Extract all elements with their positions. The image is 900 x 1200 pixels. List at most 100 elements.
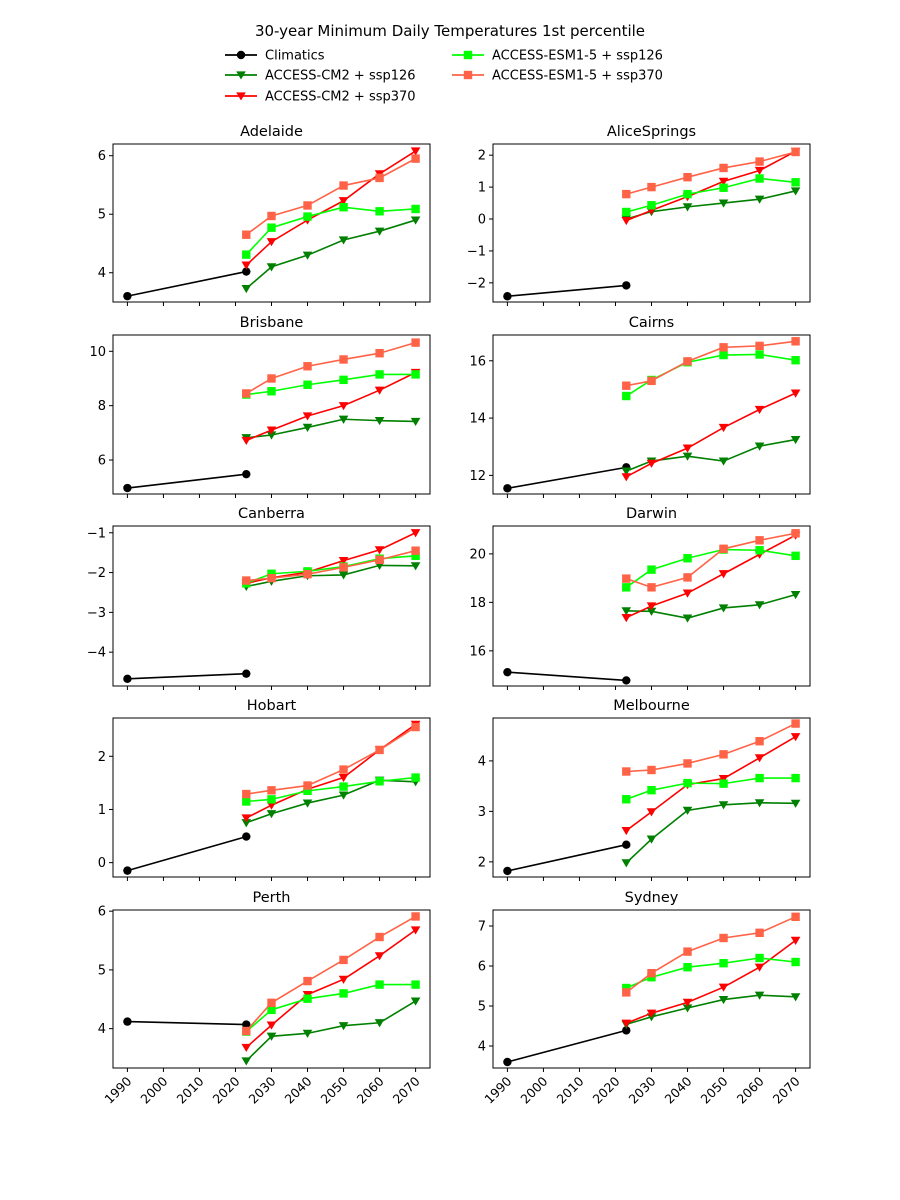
series-line-esm_126	[625, 353, 796, 397]
data-point-esm_126	[411, 370, 420, 379]
data-point-cm2_370	[646, 808, 657, 817]
data-point-esm_370	[339, 765, 348, 774]
panel-title: Sydney	[625, 890, 679, 906]
data-point-cm2_370	[621, 826, 632, 836]
data-point-esm_370	[791, 147, 800, 157]
panel-brisbane: Brisbane 6 8 10	[89, 315, 431, 498]
data-point-esm_370	[242, 389, 251, 398]
y-tick-label: 4	[98, 266, 106, 281]
y-tick-label: −1	[467, 244, 486, 259]
series-line-climatics	[127, 1020, 247, 1026]
data-point-cm2_126	[374, 1019, 385, 1028]
data-point-esm_126	[683, 189, 692, 199]
series-line-esm_370	[625, 916, 796, 994]
legend-label: ACCESS-CM2 + ssp126	[265, 69, 416, 84]
y-tick-label: −2	[87, 566, 106, 581]
data-point-esm_370	[411, 912, 420, 921]
series-line-esm_370	[246, 549, 416, 582]
data-point-esm_126	[622, 391, 631, 401]
plot-area	[503, 912, 801, 1067]
data-point-esm_370	[303, 569, 312, 579]
data-point-cm2_126	[718, 604, 729, 613]
legend-label: ACCESS-ESM1-5 + ssp370	[492, 69, 663, 84]
axes-frame	[112, 909, 431, 1069]
data-point-esm_126	[755, 953, 764, 963]
series-esm_370	[242, 546, 420, 585]
data-point-cm2_126	[682, 1004, 693, 1013]
series-climatics	[123, 832, 251, 875]
data-point-cm2_370	[621, 217, 632, 226]
series-line-cm2_126	[626, 994, 796, 1026]
legend-marker-square-icon	[463, 70, 473, 80]
data-point-esm_370	[375, 173, 384, 183]
data-point-esm_126	[303, 212, 312, 221]
y-tick-label: 10	[89, 345, 106, 360]
y-tick-label: 18	[469, 596, 486, 611]
data-point-cm2_370	[338, 557, 349, 566]
series-esm_126	[622, 773, 800, 804]
data-point-cm2_370	[646, 1009, 657, 1018]
data-point-esm_126	[411, 773, 420, 782]
data-point-cm2_126	[718, 457, 729, 466]
plot-area	[503, 529, 801, 685]
series-cm2_370	[621, 389, 801, 482]
data-point-esm_370	[622, 988, 631, 997]
y-tick-label: 2	[478, 855, 486, 870]
series-line-climatics	[507, 1029, 627, 1063]
y-tick-label: 3	[478, 805, 486, 820]
data-point-cm2_126	[338, 791, 349, 800]
data-point-cm2_370	[241, 1043, 252, 1053]
y-tick-label: 14	[469, 412, 486, 427]
plot-area	[123, 147, 421, 301]
data-point-cm2_126	[621, 859, 632, 868]
data-point-climatics	[622, 840, 631, 849]
data-point-cm2_370	[718, 570, 729, 579]
y-tick-label: 4	[478, 754, 486, 769]
y-tick-label: 16	[469, 354, 486, 369]
plot-area	[123, 720, 421, 875]
series-esm_370	[622, 337, 800, 390]
data-point-cm2_126	[790, 591, 801, 600]
data-point-esm_370	[622, 767, 631, 776]
data-point-esm_370	[339, 355, 348, 364]
axes-frame	[112, 334, 431, 495]
data-point-cm2_126	[718, 996, 729, 1005]
data-point-cm2_370	[241, 814, 252, 823]
data-point-esm_126	[791, 773, 800, 783]
panel-title: Brisbane	[240, 315, 304, 331]
data-point-cm2_370	[410, 147, 421, 156]
data-point-cm2_370	[682, 444, 693, 453]
data-point-esm_126	[303, 994, 312, 1003]
y-tick-label: −3	[87, 606, 106, 621]
figure-title: 30-year Minimum Daily Temperatures 1st p…	[255, 22, 645, 40]
panel-melbourne: Melbourne 2 3 4	[478, 698, 811, 881]
data-point-esm_370	[339, 563, 348, 572]
series-line-cm2_370	[625, 939, 797, 1024]
data-point-climatics	[503, 484, 512, 493]
data-point-esm_126	[683, 963, 692, 972]
series-esm_370	[622, 719, 800, 776]
data-point-esm_126	[622, 795, 631, 804]
data-point-cm2_126	[338, 236, 349, 245]
data-point-esm_370	[375, 555, 384, 565]
data-point-cm2_370	[338, 402, 349, 411]
y-tick-label: 0	[98, 856, 106, 871]
data-point-esm_370	[303, 976, 312, 986]
data-point-cm2_126	[754, 601, 765, 610]
data-point-cm2_126	[266, 810, 277, 819]
data-point-cm2_370	[410, 926, 421, 935]
series-cm2_126	[241, 415, 421, 443]
series-line-climatics	[507, 466, 627, 490]
data-point-esm_370	[622, 574, 631, 583]
series-climatics	[123, 469, 251, 493]
series-line-climatics	[127, 270, 247, 297]
series-line-esm_126	[625, 548, 796, 588]
data-point-esm_370	[755, 157, 764, 166]
axes-frame	[492, 334, 811, 495]
panel-title: Darwin	[626, 506, 677, 522]
data-point-esm_126	[719, 779, 728, 788]
data-point-esm_370	[683, 357, 692, 366]
y-tick-label: 2	[478, 149, 486, 164]
data-point-cm2_126	[241, 284, 252, 294]
y-tick-label: 4	[478, 1040, 486, 1055]
